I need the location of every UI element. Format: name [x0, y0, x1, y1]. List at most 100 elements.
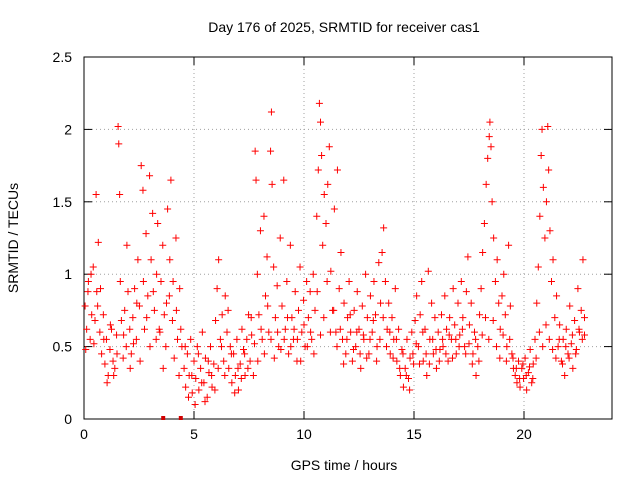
data-point [496, 354, 504, 362]
data-point [325, 143, 333, 151]
data-point [98, 350, 106, 358]
data-point [111, 364, 119, 372]
data-point [150, 306, 158, 314]
data-point [308, 335, 316, 343]
data-point [218, 343, 225, 351]
data-point [260, 350, 268, 358]
data-point [109, 357, 117, 365]
data-point [549, 345, 557, 353]
data-point [154, 220, 162, 228]
y-tick-label: 0 [64, 411, 72, 427]
data-point [320, 314, 328, 322]
data-point [309, 270, 317, 278]
data-point [369, 317, 377, 325]
data-point [512, 364, 520, 372]
data-point [350, 345, 357, 353]
data-point [432, 345, 440, 353]
data-point [559, 360, 566, 368]
data-point [190, 357, 198, 365]
data-point [233, 335, 241, 343]
data-point [542, 198, 550, 206]
data-point [538, 125, 546, 133]
data-point [489, 317, 497, 325]
data-point [474, 343, 482, 351]
data-point [392, 335, 400, 343]
data-point [396, 364, 404, 372]
data-point [303, 343, 311, 351]
data-point [574, 285, 582, 293]
plot-frame [83, 56, 613, 420]
data-point [536, 212, 544, 220]
data-point [419, 357, 427, 365]
data-point [307, 328, 315, 336]
data-point [412, 340, 420, 348]
data-point [254, 357, 262, 365]
data-gap-marker [178, 416, 183, 420]
data-point [409, 350, 417, 358]
data-point [569, 364, 577, 372]
data-gap-markers [161, 416, 183, 420]
data-point [225, 364, 233, 372]
data-point [418, 277, 426, 285]
data-point [88, 311, 96, 319]
data-point [100, 335, 108, 343]
data-point [493, 343, 500, 351]
data-point [137, 162, 145, 170]
data-point [542, 321, 550, 329]
data-point [399, 383, 407, 391]
data-point [363, 354, 371, 362]
data-point [262, 292, 269, 300]
data-point [467, 299, 475, 307]
data-point [438, 311, 445, 319]
data-point [247, 314, 255, 322]
data-point [231, 372, 239, 380]
data-point [519, 360, 527, 368]
data-point [153, 270, 161, 278]
y-tick-label: 1.5 [53, 194, 73, 210]
data-point [253, 270, 261, 278]
data-point [310, 350, 318, 358]
data-point [555, 335, 563, 343]
data-point [561, 372, 569, 380]
data-point [176, 285, 184, 293]
data-point [393, 357, 401, 365]
data-point [477, 285, 485, 293]
data-point [84, 277, 92, 285]
data-point [548, 277, 555, 285]
data-point [532, 354, 540, 362]
data-point [491, 277, 499, 285]
data-point [122, 343, 130, 351]
data-point [376, 335, 384, 343]
data-point [340, 360, 348, 368]
data-point [556, 321, 564, 329]
data-point [297, 357, 305, 365]
data-point [198, 328, 206, 336]
data-point [117, 317, 125, 325]
data-point [113, 350, 121, 358]
data-point [208, 372, 216, 380]
data-point [493, 256, 501, 264]
data-point [246, 357, 254, 365]
x-tick-label: 20 [516, 426, 532, 442]
data-point [123, 241, 131, 249]
y-tick-label: 1 [64, 266, 72, 282]
data-point [257, 325, 265, 333]
data-point [83, 325, 91, 333]
data-point [236, 360, 244, 368]
data-point [462, 288, 470, 296]
data-point [333, 166, 341, 174]
data-point [169, 277, 177, 285]
data-point [495, 299, 503, 307]
data-point [408, 328, 416, 336]
data-point [445, 331, 453, 339]
data-point [314, 166, 322, 174]
data-point [459, 314, 467, 322]
data-point [286, 241, 294, 249]
data-point [503, 343, 511, 351]
data-point [143, 314, 151, 322]
data-point [410, 360, 418, 368]
data-point [270, 263, 278, 271]
data-point [249, 372, 257, 380]
data-point [370, 277, 378, 285]
data-point [124, 288, 132, 296]
